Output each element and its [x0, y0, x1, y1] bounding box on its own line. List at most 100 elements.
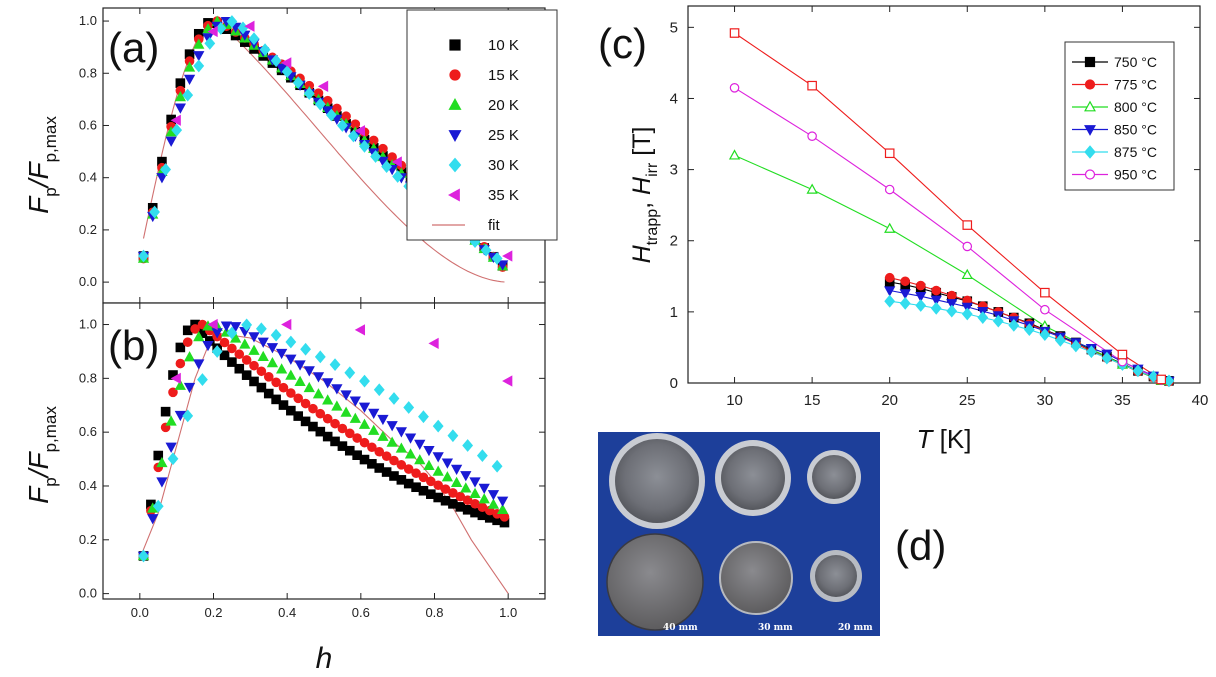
- panel-a-point: [392, 170, 404, 183]
- panel-b-frame: [102, 302, 546, 600]
- panel-b-point: [497, 496, 509, 507]
- panel-a-point: [502, 250, 513, 262]
- panel-b-point: [367, 442, 377, 453]
- panel-a-point: [193, 59, 205, 73]
- panel-c-point: [1040, 304, 1050, 315]
- panel-a-point: [226, 15, 238, 28]
- y-tick-label: 0.4: [79, 170, 97, 185]
- panel-b-point: [308, 403, 318, 414]
- panel-b-point: [441, 458, 454, 469]
- panel-b-point: [227, 357, 237, 367]
- legend-label: 30 K: [488, 157, 519, 174]
- panel-b-point: [227, 343, 237, 354]
- panel-b-point: [414, 439, 426, 450]
- panel-c-point: [961, 302, 973, 313]
- panel-b-point: [423, 459, 435, 471]
- panel-b-point: [248, 332, 260, 343]
- panel-a-point: [207, 25, 218, 38]
- panel-a-point: [244, 20, 255, 32]
- panel-b-point: [344, 428, 355, 439]
- x-tick-label: 1.0: [499, 605, 517, 620]
- panel-c-point: [930, 301, 942, 315]
- svg-text:Htrapp, Hirr [T]: Htrapp, Hirr [T]: [628, 127, 661, 264]
- panel-c-point: [884, 148, 895, 159]
- panel-b-point: [182, 337, 193, 347]
- panel-b-point: [211, 345, 223, 358]
- panel-b-point: [358, 402, 371, 413]
- legend-label: 25 K: [488, 127, 519, 144]
- panel-c-point: [884, 294, 896, 308]
- panel-b-point: [271, 394, 281, 405]
- panel-b-point: [395, 442, 407, 453]
- panel-b-point: [432, 419, 444, 433]
- panel-b-point: [229, 332, 242, 343]
- panel-b-point: [255, 322, 267, 336]
- panel-c-point: [899, 289, 911, 300]
- panel-b-point: [322, 431, 333, 442]
- panel-b-point: [190, 324, 200, 334]
- panel-a-point: [183, 74, 196, 85]
- panel-c-point: [1054, 333, 1066, 347]
- panel-a-point: [193, 38, 205, 49]
- panel-b-point: [271, 377, 281, 388]
- y-tick-label: 0.0: [79, 586, 97, 601]
- panel-b-point: [167, 452, 179, 466]
- panel-c-x-axis-label: T [K]: [917, 424, 972, 454]
- x-tick-label: 25: [959, 392, 976, 409]
- panel-a-point: [259, 43, 271, 57]
- y-tick-label: 5: [670, 19, 678, 36]
- panel-a-point: [276, 63, 288, 75]
- x-tick-label: 0.6: [352, 605, 370, 620]
- panel-b-point: [249, 360, 259, 371]
- y-tick-label: 0.6: [79, 117, 97, 132]
- panel-a-point: [497, 260, 509, 271]
- panel-b-point: [165, 442, 177, 453]
- x-tick-label: 30: [1037, 392, 1054, 409]
- legend-marker: [448, 130, 462, 142]
- panel-b-point: [256, 366, 267, 377]
- panel-b-point: [423, 445, 435, 457]
- panel-b-point: [234, 349, 245, 360]
- legend-label: fit: [488, 217, 501, 234]
- panel-b-point: [358, 418, 371, 429]
- disc-40mm-top: [615, 439, 699, 523]
- panel-b-point: [354, 324, 366, 336]
- panel-b-point: [386, 421, 398, 432]
- panel-b-point: [377, 414, 389, 426]
- legend-marker: [1084, 125, 1096, 136]
- panel-c-point: [1132, 364, 1144, 378]
- legend-label: 775 °C: [1114, 77, 1157, 93]
- x-tick-label: 0.0: [131, 605, 149, 620]
- panel-c-point: [1085, 345, 1097, 359]
- legend-marker: [449, 39, 461, 51]
- disc-20mm-bottom: [815, 555, 857, 597]
- panel-b-point: [308, 421, 318, 432]
- panel-a-y-axis-label: Fp/Fp,max: [23, 116, 60, 214]
- panel-a-fit-line: [142, 20, 505, 283]
- panel-b-point: [248, 344, 260, 355]
- panel-c-point: [806, 183, 818, 194]
- panel-b-point: [160, 406, 171, 417]
- panel-b-point: [368, 408, 380, 419]
- panel-b-point: [207, 318, 218, 331]
- panel-b-point: [330, 418, 340, 429]
- panel-b-plot: 0.0 0.2 0.4 0.6 0.8 1.0 0.0 0.2 0.4 0.6 0.8 1.0 (b): [79, 302, 546, 620]
- y-tick-label: 0.0: [79, 274, 97, 289]
- panel-c-point: [977, 311, 989, 324]
- panel-b-point: [359, 437, 370, 448]
- panel-a-point: [317, 80, 329, 92]
- panel-b-point: [276, 363, 288, 374]
- panel-c-point: [946, 299, 958, 310]
- panel-b-point: [440, 484, 451, 494]
- panel-b-point: [193, 330, 205, 342]
- panel-a-point: [325, 108, 337, 122]
- panel-b-point: [234, 363, 245, 374]
- panel-b-point: [329, 358, 341, 372]
- y-tick-label: 0.8: [79, 370, 97, 385]
- panel-b-point: [404, 433, 417, 444]
- panel-c-point: [1070, 339, 1082, 353]
- panel-c-point: [962, 220, 973, 230]
- panel-c-point: [884, 286, 896, 297]
- panel-d-label: (d): [895, 522, 946, 569]
- panel-b-point: [293, 411, 304, 421]
